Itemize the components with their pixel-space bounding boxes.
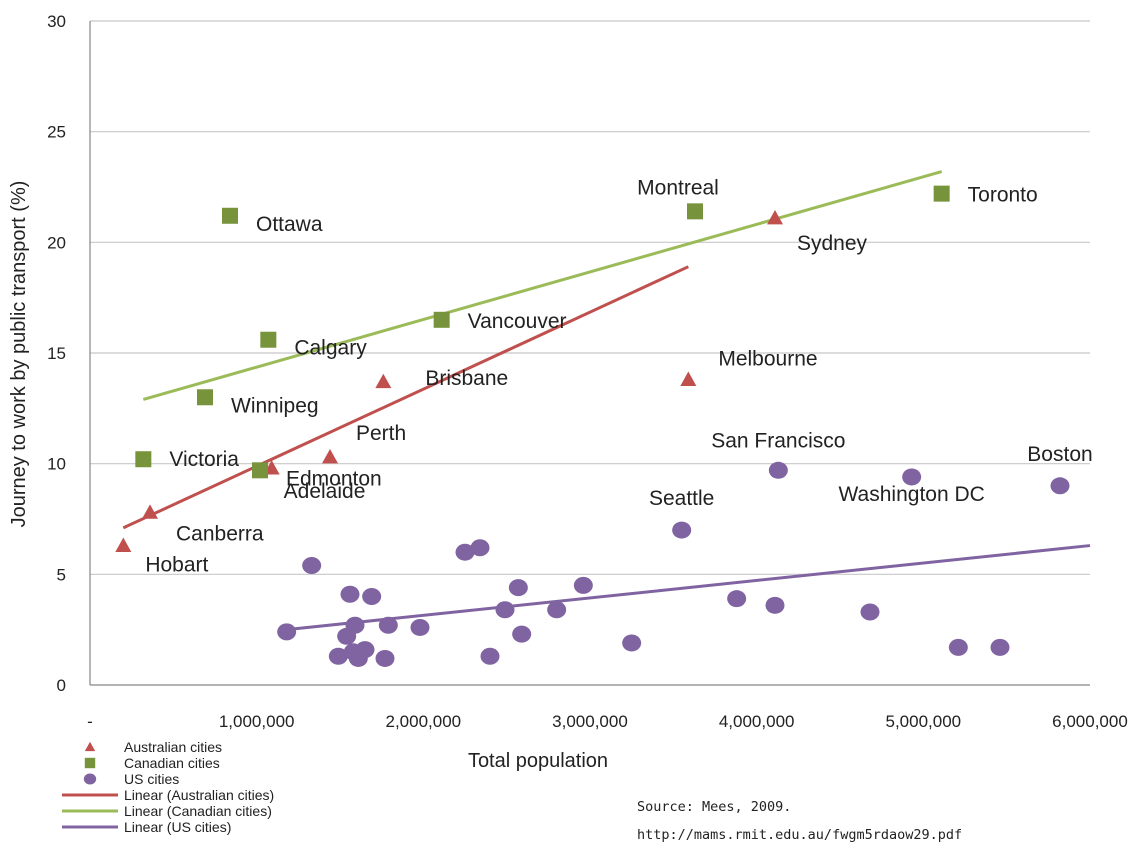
point-us-cities (765, 596, 785, 614)
point-us-cities (860, 603, 880, 621)
label-vancouver: Vancouver (468, 310, 567, 333)
x-tick-label: 6,000,000 (1052, 712, 1128, 731)
label-toronto: Toronto (968, 184, 1038, 207)
point-us-cities (495, 601, 515, 619)
x-tick-label: 3,000,000 (552, 712, 628, 731)
trendlines (122, 170, 1091, 632)
legend-label-australian-cities: Australian cities (124, 739, 222, 755)
x-tick-label: 2,000,000 (386, 712, 462, 731)
source-url: http://mams.rmit.edu.au/fwgm5rdaow29.pdf (637, 827, 962, 843)
label-adelaide: Adelaide (284, 480, 366, 503)
legend-label-canadian-cities: Canadian cities (124, 755, 220, 771)
label-ottawa: Ottawa (256, 213, 323, 236)
label-canberra: Canberra (176, 522, 264, 545)
y-tick-label: 25 (47, 123, 66, 142)
point-us-cities (277, 623, 297, 641)
point-us-cities (340, 585, 360, 603)
legend-label-linear-us-cities: Linear (US cities) (124, 819, 231, 835)
point-ottawa (222, 207, 238, 224)
point-us-cities (622, 634, 642, 652)
label-hobart: Hobart (145, 554, 208, 577)
legend-label-us-cities: US cities (124, 771, 179, 787)
point-us-cities (508, 579, 528, 597)
point-us-cities (302, 556, 322, 574)
label-montreal: Montreal (637, 176, 719, 199)
point-us-cities (948, 638, 968, 656)
data-points (115, 185, 1070, 667)
legend-marker-australian-cities (84, 741, 96, 752)
point-edmonton (252, 462, 268, 479)
y-tick-label: 15 (47, 344, 66, 363)
x-tick-label: - (87, 712, 93, 731)
point-washington-dc (902, 468, 922, 486)
point-seattle (672, 521, 692, 539)
trendline-linear-canadian-cities (142, 170, 943, 401)
x-tick-label: 5,000,000 (886, 712, 962, 731)
point-us-cities (375, 649, 395, 667)
trendline-linear-us-cities (286, 544, 1091, 632)
point-perth (322, 449, 338, 464)
y-tick-label: 10 (47, 455, 66, 474)
x-tick-label: 1,000,000 (219, 712, 295, 731)
label-edmonton: Edmonton (286, 467, 382, 490)
label-san-francisco: San Francisco (711, 429, 845, 452)
point-winnipeg (197, 389, 213, 406)
source-note: Source: Mees, 2009. (637, 799, 791, 815)
label-victoria: Victoria (169, 448, 239, 471)
legend-marker-us-cities (83, 773, 97, 785)
point-boston (1050, 477, 1070, 495)
point-us-cities (470, 539, 490, 557)
y-tick-label: 20 (47, 233, 66, 252)
point-us-cities (480, 647, 500, 665)
point-us-cities (362, 587, 382, 605)
y-tick-label: 0 (57, 676, 66, 695)
point-us-cities (573, 576, 593, 594)
y-axis-title: Journey to work by public transport (%) (8, 181, 30, 528)
point-us-cities (410, 618, 430, 636)
y-tick-labels: 0 5 10 15 20 25 30 (47, 12, 66, 695)
legend-label-linear-canadian-cities: Linear (Canadian cities) (124, 803, 272, 819)
legend-label-linear-australian-cities: Linear (Australian cities) (124, 787, 274, 803)
label-melbourne: Melbourne (718, 348, 817, 371)
y-tick-label: 5 (57, 565, 66, 584)
city-labels: Hobart Canberra Adelaide Perth Brisbane Melbo… (145, 176, 1092, 576)
point-us-cities (547, 601, 567, 619)
x-tick-label: 4,000,000 (719, 712, 795, 731)
point-brisbane (375, 373, 392, 389)
x-tick-labels: - 1,000,000 2,000,000 3,000,000 4,000,000 5,0… (87, 712, 1128, 731)
point-us-cities (512, 625, 532, 643)
label-brisbane: Brisbane (425, 367, 508, 390)
label-perth: Perth (356, 422, 406, 445)
trendline-linear-australian-cities (122, 265, 689, 530)
point-sydney (767, 209, 783, 225)
point-hobart (115, 537, 132, 552)
point-us-cities (328, 647, 348, 665)
point-us-cities (727, 590, 747, 608)
point-san-francisco (768, 461, 788, 479)
label-washington-dc: Washington DC (839, 483, 985, 506)
point-us-cities (378, 616, 398, 634)
legend-marker-canadian-cities (84, 757, 96, 769)
point-calgary (260, 331, 277, 348)
point-vancouver (433, 311, 450, 328)
y-tick-label: 30 (47, 12, 66, 31)
point-victoria (135, 451, 152, 468)
point-us-cities (990, 638, 1010, 656)
label-winnipeg: Winnipeg (231, 394, 319, 417)
point-melbourne (680, 371, 697, 386)
point-us-cities (355, 641, 375, 659)
point-us-cities (455, 543, 475, 561)
label-boston: Boston (1027, 443, 1092, 466)
point-canberra (142, 504, 158, 519)
point-us-cities (345, 616, 365, 634)
label-sydney: Sydney (797, 232, 868, 255)
label-calgary: Calgary (294, 337, 367, 360)
label-seattle: Seattle (649, 487, 714, 510)
x-axis-title: Total population (468, 750, 608, 772)
point-toronto (933, 185, 950, 202)
point-montreal (687, 203, 703, 220)
